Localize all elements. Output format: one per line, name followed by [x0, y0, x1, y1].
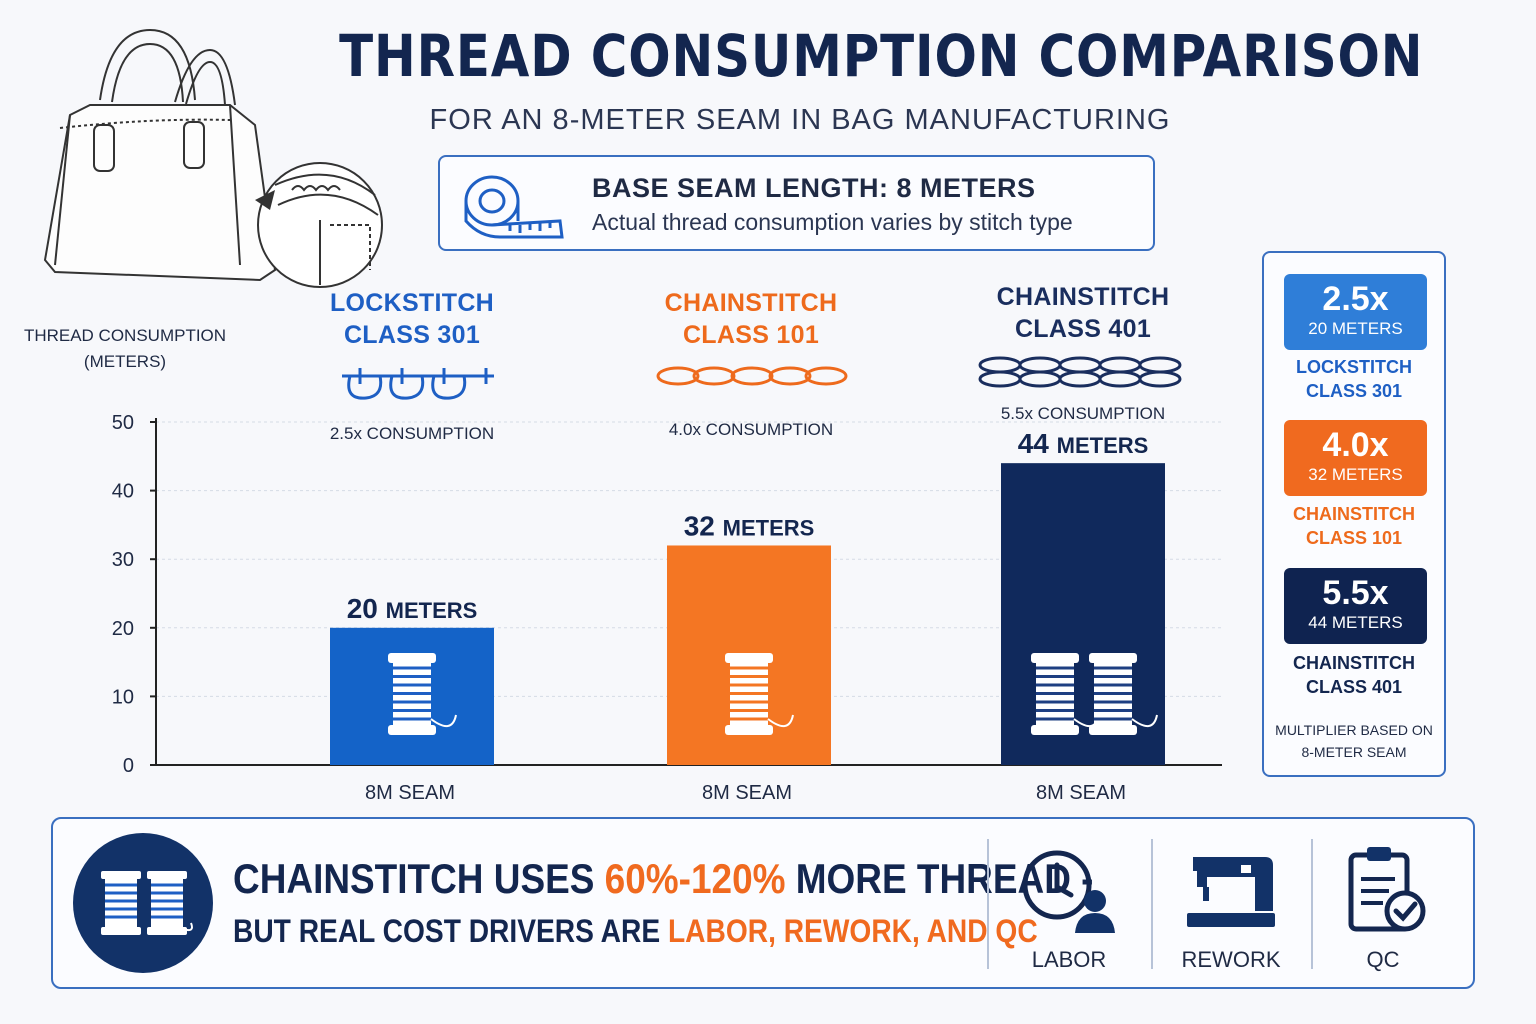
bar-value-label: 20 METERS: [347, 593, 478, 624]
multiplier-meters: 44 METERS: [1308, 613, 1403, 632]
consumption-label-lockstitch: 2.5x CONSUMPTION: [329, 424, 495, 443]
bar-value-label: 44 METERS: [1018, 428, 1149, 459]
spool-icon: [1031, 653, 1100, 735]
consumption-label-chainstitch-401: 5.5x CONSUMPTION: [1000, 404, 1166, 423]
spools-circle-icon: [73, 833, 213, 973]
chainstitch-101-diagram-icon: [656, 366, 848, 386]
bar-chart: 0 10 20 30 40 50 20 METERS 8M SEAM 32 METERS 8M S…: [112, 412, 1222, 804]
summary-headline-highlight: 60%-120%: [604, 855, 786, 902]
lockstitch-diagram-icon: [342, 368, 494, 400]
spool-icon: [1089, 653, 1158, 735]
multiplier-meters: 20 METERS: [1308, 319, 1403, 338]
multiplier-note: MULTIPLIER BASED ON 8-METER SEAM: [1264, 719, 1444, 763]
labor-label: LABOR: [1031, 947, 1107, 972]
multiplier-value: 4.0x: [1322, 426, 1389, 464]
multiplier-name-line2: CLASS 101: [1305, 528, 1403, 548]
stitch-title-line1: LOCKSTITCH: [329, 289, 495, 317]
bar-3: [1001, 463, 1165, 765]
summary-box: CHAINSTITCH USES 60%-120% MORE THREAD - …: [51, 817, 1475, 989]
multiplier-note-line2: 8-METER SEAM: [1301, 744, 1407, 760]
y-axis-label-line2: (METERS): [83, 352, 167, 371]
page-title: THREAD CONSUMPTION COMPARISON: [339, 22, 1424, 90]
base-seam-title: BASE SEAM LENGTH: 8 METERS: [592, 173, 1036, 203]
summary-subline-highlight: LABOR, REWORK, AND QC: [667, 913, 1038, 949]
multiplier-name-line1: CHAINSTITCH: [1293, 504, 1415, 524]
stitch-title-line1: CHAINSTITCH: [996, 283, 1170, 311]
bar-value-label: 32 METERS: [684, 510, 815, 541]
y-tick-label: 0: [123, 755, 134, 777]
y-tick-label: 50: [112, 412, 134, 434]
multiplier-name-line1: CHAINSTITCH: [1293, 653, 1415, 673]
stitch-title-line2: CLASS 301: [343, 321, 481, 349]
qc-label: QC: [1366, 947, 1400, 972]
multiplier-name-line2: CLASS 301: [1305, 381, 1403, 401]
summary-headline: CHAINSTITCH USES 60%-120% MORE THREAD -: [233, 855, 1093, 903]
clipboard-check-icon: [1348, 847, 1426, 932]
base-seam-box: BASE SEAM LENGTH: 8 METERS Actual thread…: [438, 155, 1155, 251]
y-tick-label: 10: [112, 686, 134, 708]
summary-subline-part1: BUT REAL COST DRIVERS ARE: [233, 913, 668, 949]
y-tick-label: 30: [112, 549, 134, 571]
divider: [1311, 839, 1313, 969]
multiplier-card-chainstitch-401: 5.5x 44 METERS: [1284, 568, 1427, 644]
summary-headline-part2: MORE THREAD -: [785, 855, 1094, 902]
x-tick-label: 8M SEAM: [1036, 782, 1126, 804]
multiplier-name-line2: CLASS 401: [1305, 677, 1403, 697]
multiplier-name-line1: LOCKSTITCH: [1296, 357, 1412, 377]
multiplier-note-line1: MULTIPLIER BASED ON: [1275, 722, 1433, 738]
multiplier-name-chainstitch-401: CHAINSTITCH CLASS 401: [1264, 651, 1444, 699]
chainstitch-401-diagram-icon: [978, 356, 1182, 388]
consumption-label-chainstitch-101: 4.0x CONSUMPTION: [668, 420, 834, 439]
stitch-title-line2: CLASS 101: [682, 321, 820, 349]
spool-icon: [725, 653, 794, 735]
multiplier-value: 5.5x: [1322, 574, 1389, 612]
spool-icon: [388, 653, 457, 735]
x-tick-label: 8M SEAM: [365, 782, 455, 804]
stitch-header-chainstitch-401: CHAINSTITCH CLASS 401: [983, 281, 1183, 345]
base-seam-subtitle: Actual thread consumption varies by stit…: [592, 209, 1073, 235]
page-subtitle: FOR AN 8-METER SEAM IN BAG MANUFACTURING: [429, 104, 1171, 136]
multiplier-name-lockstitch: LOCKSTITCH CLASS 301: [1264, 355, 1444, 403]
y-axis-label: THREAD CONSUMPTION (METERS): [20, 323, 230, 375]
y-tick-label: 40: [112, 481, 134, 503]
y-tick-label: 20: [112, 618, 134, 640]
multiplier-card-lockstitch: 2.5x 20 METERS: [1284, 274, 1427, 350]
y-axis-label-line1: THREAD CONSUMPTION: [23, 326, 227, 345]
multiplier-meters: 32 METERS: [1308, 465, 1403, 484]
stitch-title-line1: CHAINSTITCH: [664, 289, 838, 317]
multiplier-card-chainstitch-101: 4.0x 32 METERS: [1284, 420, 1427, 496]
sewing-machine-icon: [1187, 857, 1275, 927]
multiplier-value: 2.5x: [1322, 280, 1389, 318]
clock-person-icon: [1022, 850, 1115, 933]
divider: [987, 839, 989, 969]
stitch-header-lockstitch: LOCKSTITCH CLASS 301: [312, 287, 512, 351]
summary-subline: BUT REAL COST DRIVERS ARE LABOR, REWORK,…: [233, 913, 1038, 950]
rework-label: REWORK: [1181, 947, 1281, 972]
handbag-illustration-icon: [43, 28, 383, 288]
x-tick-label: 8M SEAM: [702, 782, 792, 804]
stitch-header-chainstitch-101: CHAINSTITCH CLASS 101: [651, 287, 851, 351]
summary-headline-part1: CHAINSTITCH USES: [233, 855, 605, 902]
multiplier-name-chainstitch-101: CHAINSTITCH CLASS 101: [1264, 502, 1444, 550]
stitch-title-line2: CLASS 401: [1014, 315, 1152, 343]
divider: [1151, 839, 1153, 969]
measuring-tape-icon: [464, 175, 564, 239]
multiplier-panel: 2.5x 20 METERS LOCKSTITCH CLASS 301 4.0x…: [1262, 251, 1446, 777]
